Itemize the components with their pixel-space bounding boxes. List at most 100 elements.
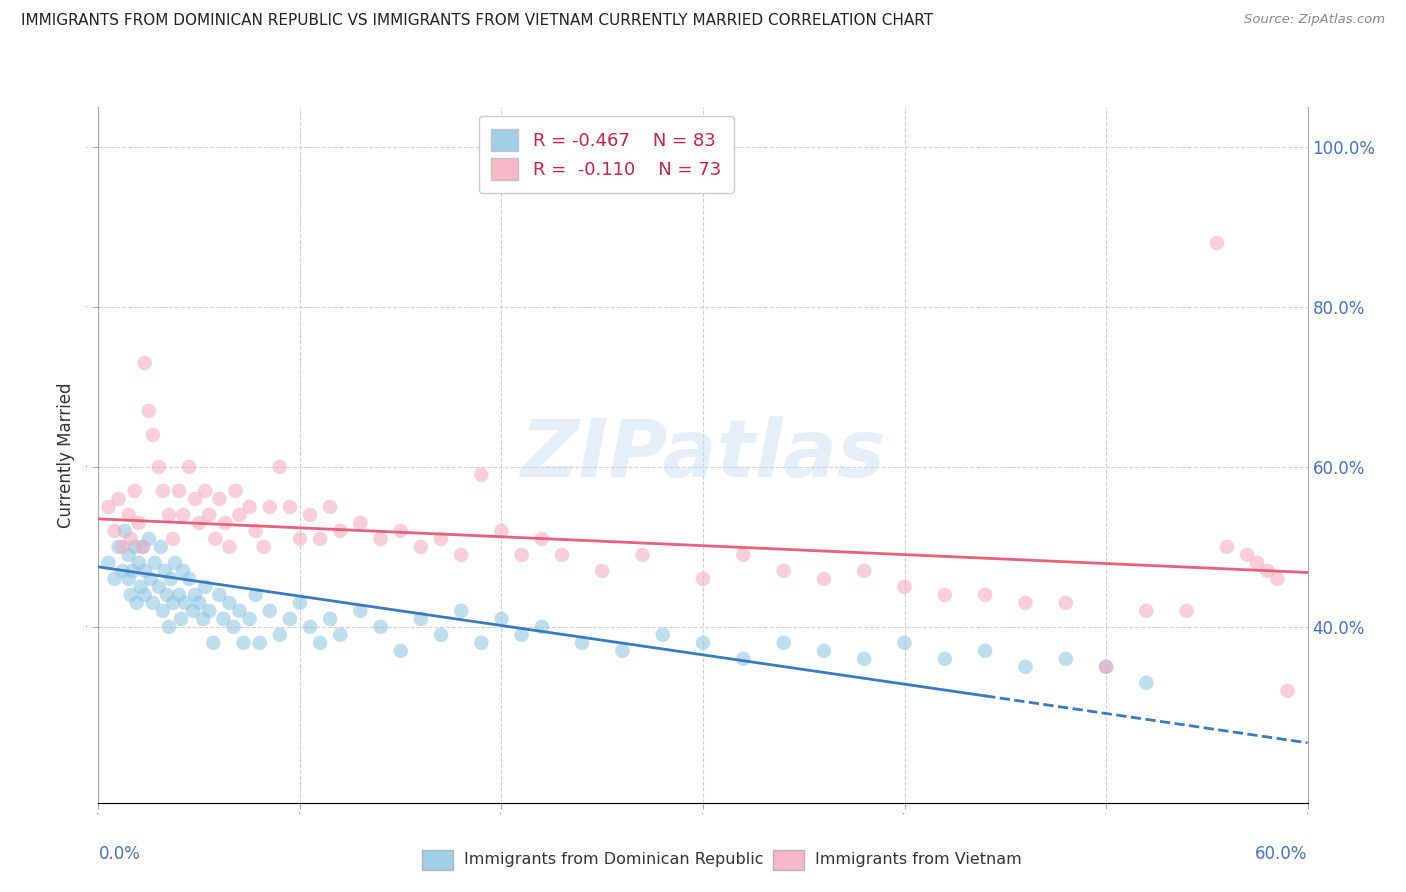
Point <box>172 508 194 522</box>
Point <box>181 604 204 618</box>
Point <box>148 580 170 594</box>
Point <box>733 652 755 666</box>
Point <box>692 636 714 650</box>
Point <box>288 532 311 546</box>
Point <box>1206 235 1229 250</box>
Point <box>124 483 146 498</box>
Point <box>245 588 267 602</box>
Point <box>184 491 207 506</box>
Point <box>120 532 142 546</box>
Text: 0.0%: 0.0% <box>98 845 141 863</box>
Point <box>389 644 412 658</box>
Point <box>269 628 291 642</box>
Point <box>450 604 472 618</box>
Point <box>692 572 714 586</box>
Point <box>329 628 352 642</box>
Point <box>97 556 120 570</box>
Point <box>651 628 673 642</box>
Point <box>893 636 915 650</box>
Point <box>389 524 412 538</box>
Point <box>269 459 291 474</box>
Point <box>188 516 211 530</box>
Point <box>129 580 152 594</box>
Point <box>329 524 352 538</box>
Point <box>370 532 392 546</box>
Point <box>813 572 835 586</box>
Point <box>299 620 322 634</box>
Text: Immigrants from Vietnam: Immigrants from Vietnam <box>815 853 1022 867</box>
Point <box>278 500 301 514</box>
Point <box>249 636 271 650</box>
Point <box>212 612 235 626</box>
Point <box>142 596 165 610</box>
Point <box>253 540 276 554</box>
Point <box>139 572 162 586</box>
Point <box>134 588 156 602</box>
Point <box>370 620 392 634</box>
Point <box>228 508 250 522</box>
Point <box>134 356 156 370</box>
Point <box>188 596 211 610</box>
Point <box>239 500 262 514</box>
Point <box>157 508 180 522</box>
Point <box>149 540 172 554</box>
Point <box>510 548 533 562</box>
Point <box>153 564 176 578</box>
Point <box>152 604 174 618</box>
Point <box>160 572 183 586</box>
Point <box>174 596 197 610</box>
Point <box>612 644 634 658</box>
Point <box>733 548 755 562</box>
Point <box>853 652 876 666</box>
Point <box>138 404 160 418</box>
Point <box>934 588 956 602</box>
Point <box>214 516 236 530</box>
Point <box>208 588 231 602</box>
Point <box>772 564 794 578</box>
Point <box>124 540 146 554</box>
Point <box>853 564 876 578</box>
Point <box>510 628 533 642</box>
Point <box>167 588 190 602</box>
Point <box>430 628 453 642</box>
Text: Immigrants from Dominican Republic: Immigrants from Dominican Republic <box>464 853 763 867</box>
Point <box>142 428 165 442</box>
Point <box>1246 556 1268 570</box>
Point <box>193 612 215 626</box>
Point <box>128 556 150 570</box>
Point <box>309 532 332 546</box>
Point <box>1135 676 1157 690</box>
Point <box>103 572 125 586</box>
Point <box>118 572 141 586</box>
Point <box>224 483 246 498</box>
Point <box>1256 564 1278 578</box>
Point <box>162 596 184 610</box>
Point <box>430 532 453 546</box>
Point <box>1054 596 1077 610</box>
Point <box>239 612 262 626</box>
Point <box>1277 683 1299 698</box>
Point <box>974 644 997 658</box>
Point <box>591 564 613 578</box>
Point <box>309 636 332 650</box>
Point <box>319 612 342 626</box>
Point <box>128 516 150 530</box>
Point <box>934 652 956 666</box>
Point <box>157 620 180 634</box>
Point <box>204 532 226 546</box>
Point <box>120 588 142 602</box>
Point <box>551 548 574 562</box>
Point <box>288 596 311 610</box>
Point <box>1014 596 1036 610</box>
Point <box>179 572 201 586</box>
Point <box>530 620 553 634</box>
Point <box>198 604 221 618</box>
Point <box>143 556 166 570</box>
Point <box>118 548 141 562</box>
Point <box>208 491 231 506</box>
Point <box>1095 660 1118 674</box>
Point <box>974 588 997 602</box>
Point <box>107 491 129 506</box>
Point <box>198 508 221 522</box>
Point <box>259 500 281 514</box>
